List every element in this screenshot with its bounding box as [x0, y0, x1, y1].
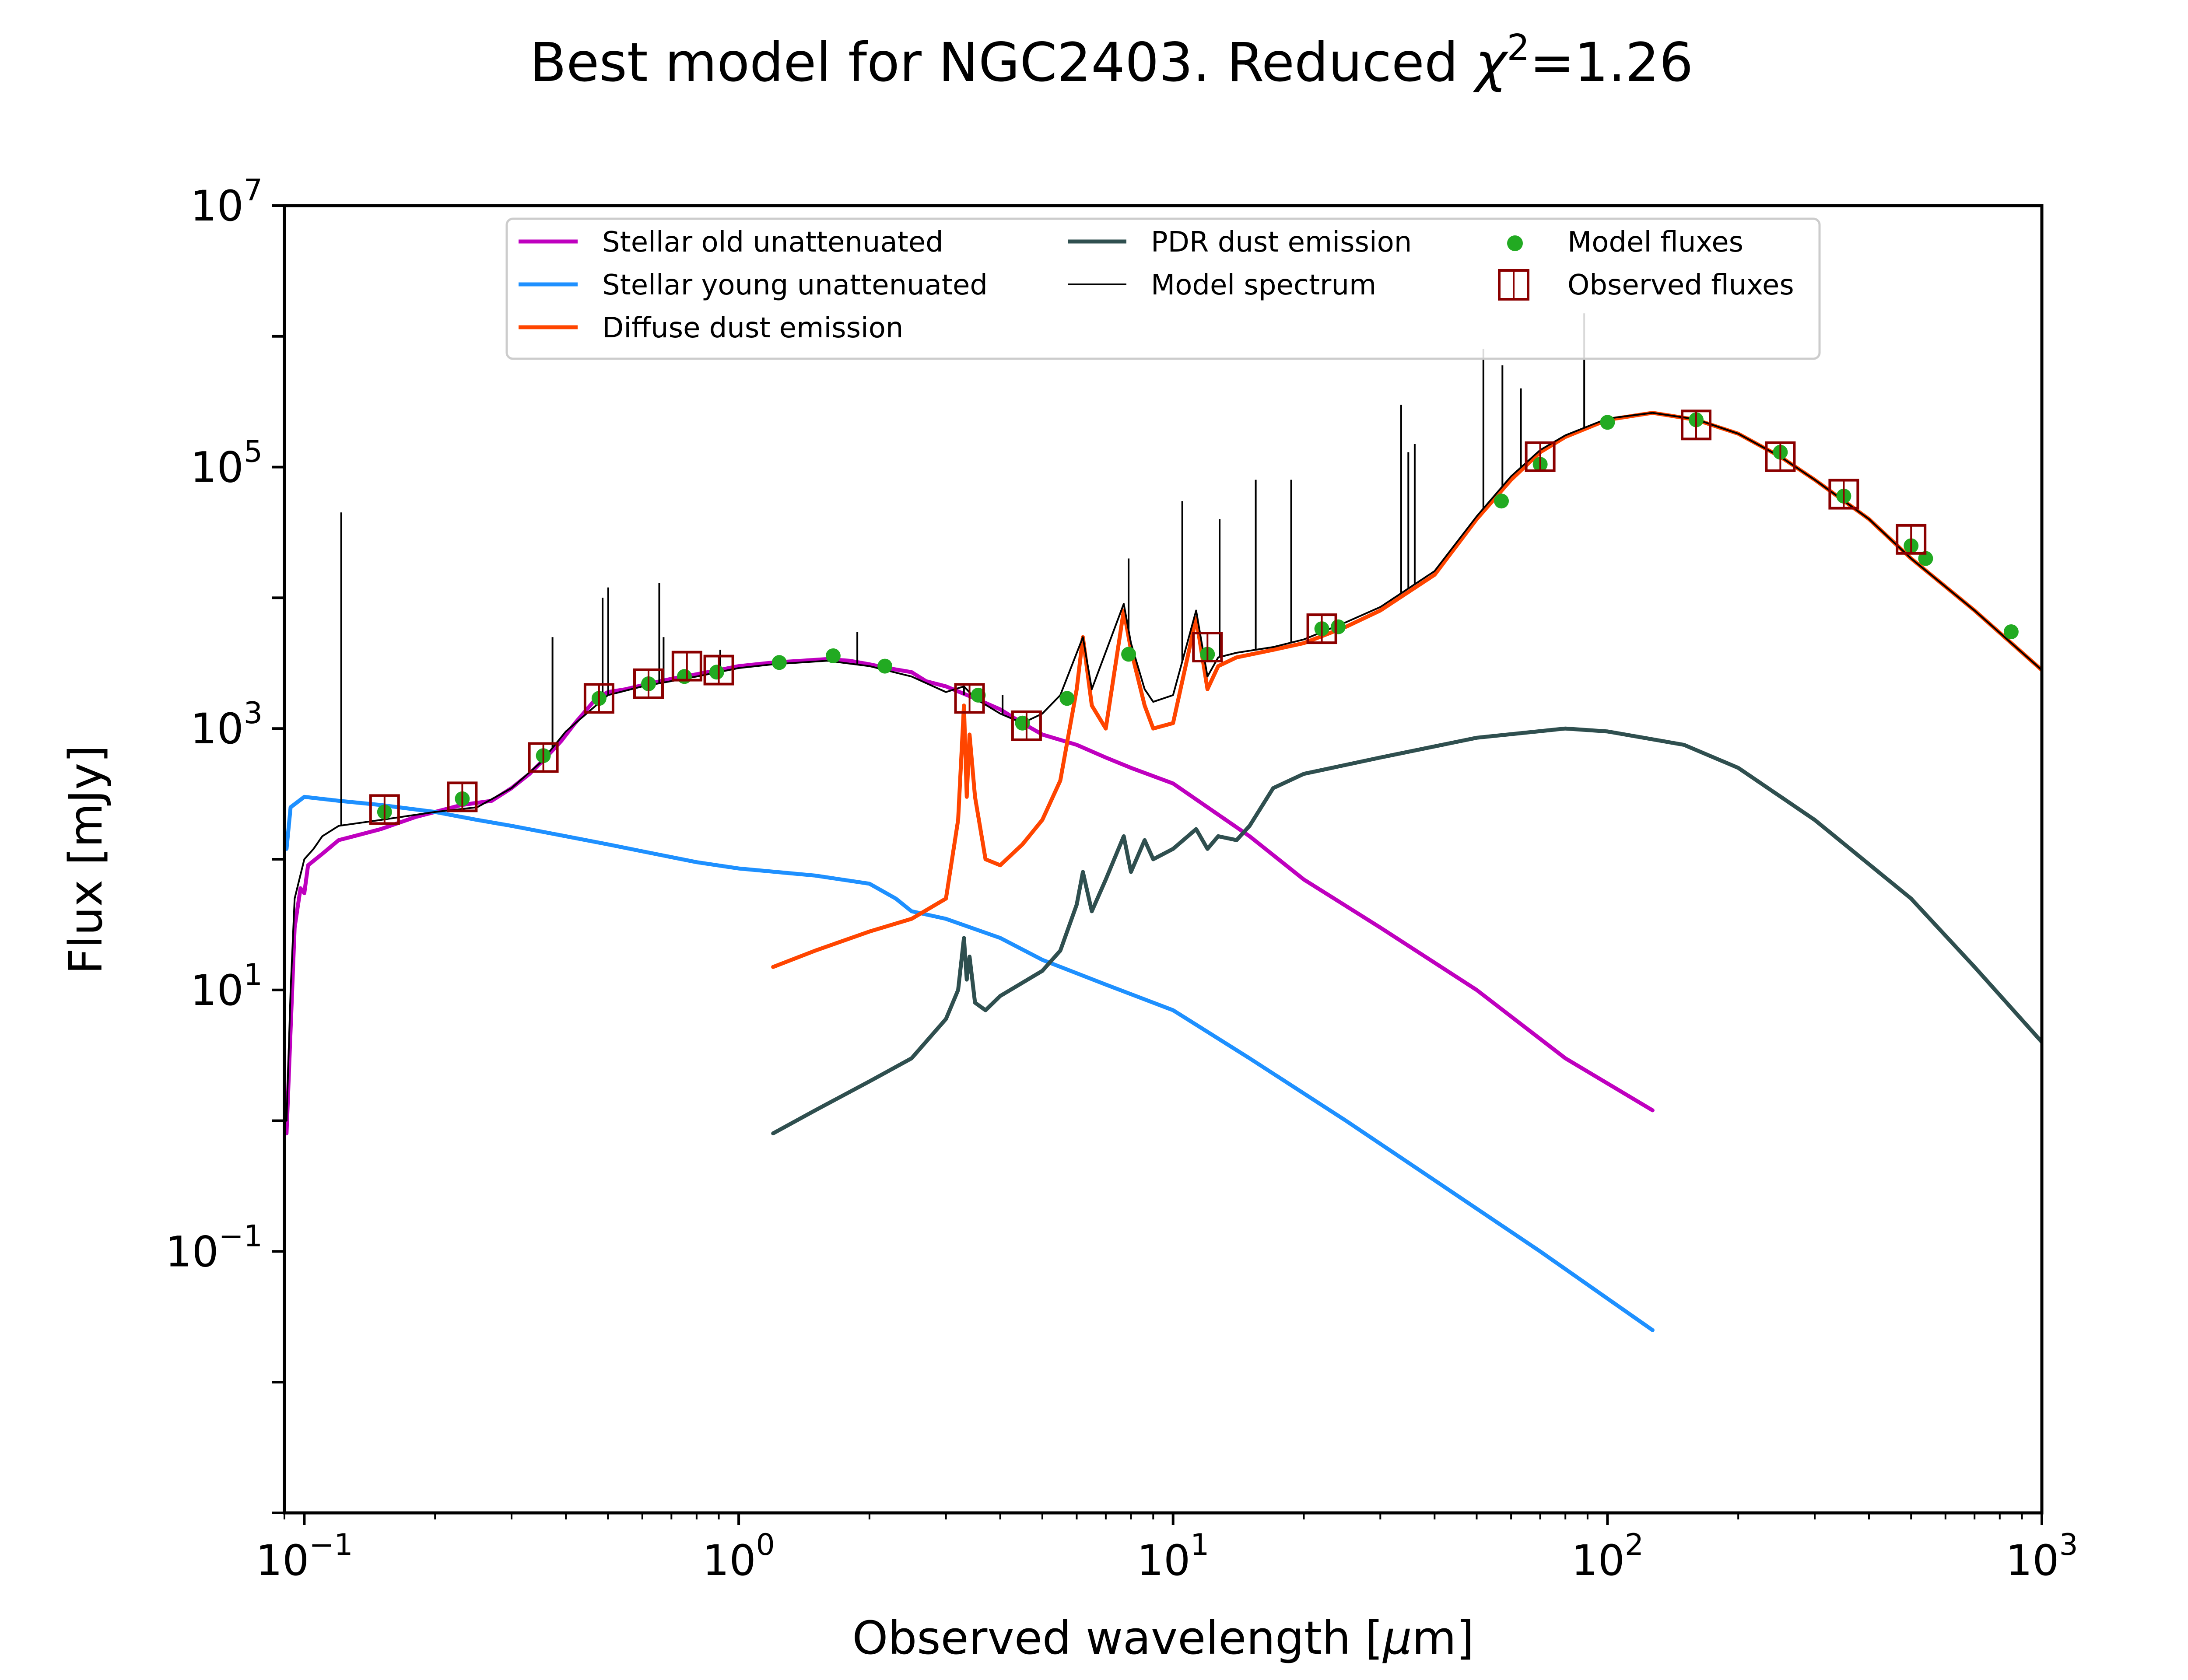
chart-title: Best model for NGC2403. Reduced χ2=1.26: [530, 27, 1694, 94]
model-flux-point: [877, 658, 893, 674]
y-axis-label: Flux [mJy]: [59, 745, 112, 974]
series-line-model-spectrum: [285, 412, 2042, 1122]
x-tick-label: 102: [1571, 1528, 1644, 1585]
title-suffix: =1.26: [1530, 32, 1694, 94]
model-flux-point: [1059, 691, 1075, 706]
model-flux-point: [1600, 415, 1615, 430]
legend-label-pdr-dust: PDR dust emission: [1151, 226, 1412, 259]
model-flux-point: [1121, 647, 1136, 662]
legend-label-model-spectrum: Model spectrum: [1151, 269, 1376, 301]
xlabel-mu: μ: [1382, 1611, 1412, 1665]
y-axis-ticks: 10−1 101 103 105 107: [165, 173, 284, 1514]
observed-fluxes-layer: [369, 410, 1927, 825]
legend-label-observed-fluxes: Observed fluxes: [1567, 269, 1794, 301]
xlabel-prefix: Observed wavelength [: [852, 1611, 1383, 1665]
title-sup: 2: [1507, 27, 1529, 69]
y-tick-label: 107: [190, 173, 263, 231]
x-tick-label: 10−1: [256, 1528, 353, 1585]
legend-label-stellar-young: Stellar young unattenuated: [602, 269, 988, 301]
model-flux-point: [1918, 551, 1933, 566]
x-tick-label: 100: [702, 1528, 775, 1585]
xlabel-suffix: m]: [1412, 1611, 1474, 1665]
model-flux-point: [1331, 619, 1346, 634]
legend-marker-model-fluxes: [1507, 235, 1523, 251]
model-flux-point: [709, 665, 724, 680]
series-line-pdr-dust-emission: [771, 726, 2042, 1136]
title-chi: χ: [1473, 32, 1508, 94]
legend-label-stellar-old: Stellar old unattenuated: [602, 226, 943, 259]
model-flux-point: [677, 669, 692, 684]
model-fluxes-layer: [377, 412, 2019, 819]
x-tick-label: 101: [1137, 1528, 1209, 1585]
model-flux-point: [1494, 494, 1509, 509]
model-flux-point: [825, 648, 841, 663]
y-tick-label: 10−1: [165, 1219, 263, 1276]
x-axis-ticks: 10−1 100 101 102 103: [256, 1513, 2078, 1585]
x-axis-label: Observed wavelength [μm]: [852, 1611, 1474, 1665]
model-flux-point: [2003, 624, 2019, 639]
legend-label-model-fluxes: Model fluxes: [1567, 226, 1743, 259]
y-tick-label: 103: [190, 696, 263, 753]
legend-label-diffuse-dust: Diffuse dust emission: [602, 312, 903, 344]
title-prefix: Best model for NGC2403. Reduced: [530, 32, 1476, 94]
x-tick-label: 103: [2006, 1528, 2078, 1585]
legend: Stellar old unattenuated Stellar young u…: [505, 217, 1821, 360]
plot-area: [284, 313, 2042, 1332]
y-tick-label: 105: [190, 435, 263, 492]
model-flux-point: [1015, 715, 1030, 731]
model-flux-point: [971, 687, 986, 703]
emission-lines-layer: [340, 313, 1585, 826]
model-flux-point: [771, 655, 787, 670]
y-tick-label: 101: [190, 958, 263, 1015]
legend-box: [505, 217, 1821, 360]
